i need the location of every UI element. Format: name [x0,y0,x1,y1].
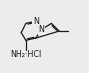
Text: N: N [33,17,39,26]
Text: NH₂·HCl: NH₂·HCl [10,50,41,59]
Text: N: N [38,25,44,34]
